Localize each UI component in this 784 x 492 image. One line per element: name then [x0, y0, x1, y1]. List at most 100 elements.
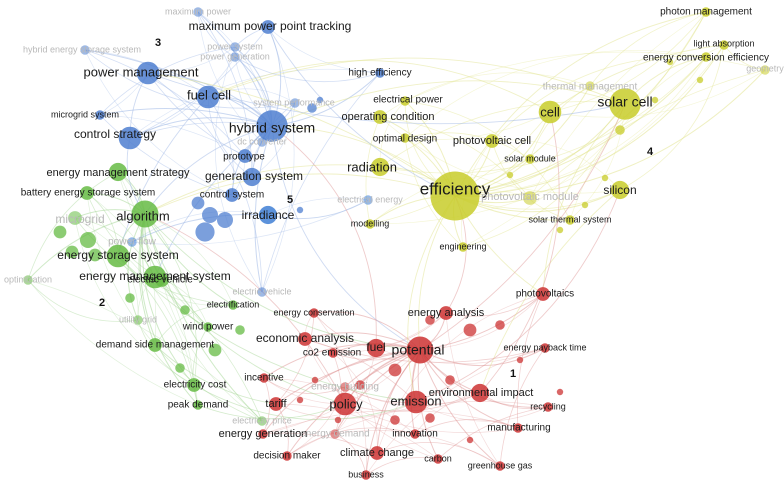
- node-greenhouse-gas[interactable]: [495, 461, 505, 471]
- node-recycling[interactable]: [543, 402, 553, 412]
- node-energy-payback-time[interactable]: [540, 343, 550, 353]
- node-wind-power[interactable]: [203, 322, 213, 332]
- node-power-management[interactable]: [136, 61, 160, 85]
- node-manufacturing[interactable]: [513, 423, 523, 433]
- label-power-generation[interactable]: power generation: [200, 51, 270, 61]
- node-energy-building[interactable]: [340, 382, 350, 392]
- node-business[interactable]: [361, 470, 371, 480]
- label-electricity-cost[interactable]: electricity cost: [164, 380, 227, 391]
- node-electric-vehicle-blue[interactable]: [257, 287, 267, 297]
- node-electricity-cost[interactable]: [187, 378, 201, 392]
- label-energy-generation[interactable]: energy generation: [219, 428, 308, 440]
- label-hybrid-system[interactable]: hybrid system: [229, 120, 315, 136]
- node-climate-change[interactable]: [370, 446, 384, 460]
- node-prototype[interactable]: [238, 149, 252, 163]
- label-cell[interactable]: cell: [540, 104, 560, 119]
- label-operating-condition[interactable]: operating condition: [342, 111, 435, 123]
- label-fuel[interactable]: fuel: [366, 340, 385, 354]
- node-system-performance[interactable]: [290, 98, 300, 108]
- node-cell[interactable]: [538, 100, 562, 124]
- label-greenhouse-gas[interactable]: greenhouse gas: [468, 460, 533, 470]
- label-electrical-energy[interactable]: electrical energy: [337, 194, 403, 204]
- node-potential[interactable]: [406, 336, 434, 364]
- label-prototype[interactable]: prototype: [223, 152, 265, 163]
- label-electricity-price[interactable]: electricity price: [232, 415, 292, 425]
- node-electrification[interactable]: [228, 300, 238, 310]
- label-maximum-power-point-tracking[interactable]: maximum power point tracking: [189, 19, 352, 33]
- label-solar-module[interactable]: solar module: [504, 153, 556, 163]
- node-high-efficiency[interactable]: [375, 68, 385, 78]
- node-emission[interactable]: [404, 390, 428, 414]
- label-optimization[interactable]: optimization: [4, 274, 52, 284]
- label-hybrid-energy-storage-system[interactable]: hybrid energy storage system: [23, 44, 141, 54]
- node-fuel-cell[interactable]: [196, 85, 220, 109]
- label-business[interactable]: business: [348, 469, 384, 479]
- label-climate-change[interactable]: climate change: [340, 447, 414, 459]
- label-high-efficiency[interactable]: high efficiency: [348, 68, 411, 79]
- label-manufacturing[interactable]: manufacturing: [487, 423, 550, 434]
- node-energy-generation[interactable]: [258, 429, 268, 439]
- node-maximum-power-point-tracking[interactable]: [261, 20, 275, 34]
- label-system-performance[interactable]: system performance: [253, 97, 335, 107]
- node-dc-converter[interactable]: [257, 137, 267, 147]
- node-energy-conservation[interactable]: [309, 308, 319, 318]
- node-electric-vehicle[interactable]: [155, 273, 169, 287]
- node-energy-analysis[interactable]: [439, 306, 453, 320]
- label-irradiance[interactable]: irradiance: [242, 208, 295, 222]
- node-solar-cell[interactable]: [609, 88, 641, 120]
- label-incentive[interactable]: incentive: [244, 373, 284, 384]
- label-thermal-management[interactable]: thermal management: [543, 82, 638, 93]
- label-electrical-power[interactable]: electrical power: [373, 95, 443, 106]
- label-silicon[interactable]: silicon: [603, 183, 636, 197]
- label-electrification[interactable]: electrification: [207, 299, 260, 309]
- node-peak-demand[interactable]: [193, 400, 203, 410]
- label-maximum-power[interactable]: maximum power: [165, 6, 231, 16]
- node-power-flow[interactable]: [127, 237, 137, 247]
- label-emission[interactable]: emission: [390, 393, 441, 408]
- label-economic-analysis[interactable]: economic analysis: [256, 331, 354, 345]
- label-potential[interactable]: potential: [392, 342, 445, 358]
- node-photovoltaic-module[interactable]: [523, 191, 537, 205]
- node-policy[interactable]: [333, 392, 357, 416]
- node-power-system[interactable]: [230, 42, 240, 52]
- label-optimal-design[interactable]: optimal design: [373, 134, 437, 145]
- label-policy[interactable]: policy: [329, 396, 363, 411]
- node-microgrid-system[interactable]: [95, 110, 105, 120]
- label-power-system[interactable]: power system: [207, 41, 263, 51]
- node-maximum-power[interactable]: [193, 7, 203, 17]
- label-energy-payback-time[interactable]: energy payback time: [503, 342, 586, 352]
- label-peak-demand[interactable]: peak demand: [168, 400, 229, 411]
- node-microgrid[interactable]: [68, 211, 82, 225]
- node-electrical-energy[interactable]: [363, 195, 373, 205]
- node-power-generation[interactable]: [230, 52, 240, 62]
- label-energy-demand[interactable]: energy demand: [300, 429, 370, 440]
- label-microgrid[interactable]: microgrid: [55, 212, 104, 226]
- node-energy-management-strategy[interactable]: [108, 162, 128, 182]
- label-carbon[interactable]: carbon: [424, 453, 452, 463]
- node-photovoltaic-cell[interactable]: [485, 134, 499, 148]
- node-hybrid-system[interactable]: [256, 110, 288, 142]
- label-power-management[interactable]: power management: [84, 64, 199, 79]
- label-power-flow[interactable]: power flow: [108, 237, 157, 248]
- label-generation-system[interactable]: generation system: [205, 169, 303, 183]
- label-environmental-impact[interactable]: environmental impact: [429, 387, 534, 399]
- label-innovation[interactable]: innovation: [392, 429, 438, 440]
- node-electrical-power[interactable]: [400, 96, 410, 106]
- label-tariff[interactable]: tariff: [265, 398, 287, 410]
- label-energy-conservation[interactable]: energy conservation: [273, 307, 354, 317]
- node-operating-condition[interactable]: [373, 110, 387, 124]
- node-control-system[interactable]: [225, 188, 239, 202]
- label-recycling[interactable]: recycling: [530, 401, 566, 411]
- node-utility-grid[interactable]: [133, 315, 143, 325]
- node-optimization[interactable]: [23, 275, 33, 285]
- node-electricity-price[interactable]: [257, 416, 267, 426]
- label-energy-conversion-efficiency[interactable]: energy conversion efficiency: [643, 53, 769, 64]
- node-photon-management[interactable]: [701, 7, 711, 17]
- node-silicon[interactable]: [610, 180, 630, 200]
- node-co2-emission[interactable]: [328, 348, 338, 358]
- label-battery-energy-storage-system[interactable]: battery energy storage system: [21, 188, 156, 199]
- node-solar-module[interactable]: [525, 154, 535, 164]
- label-demand-side-management[interactable]: demand side management: [96, 340, 215, 351]
- node-fuel[interactable]: [366, 338, 386, 358]
- node-energy-storage-system[interactable]: [106, 244, 130, 268]
